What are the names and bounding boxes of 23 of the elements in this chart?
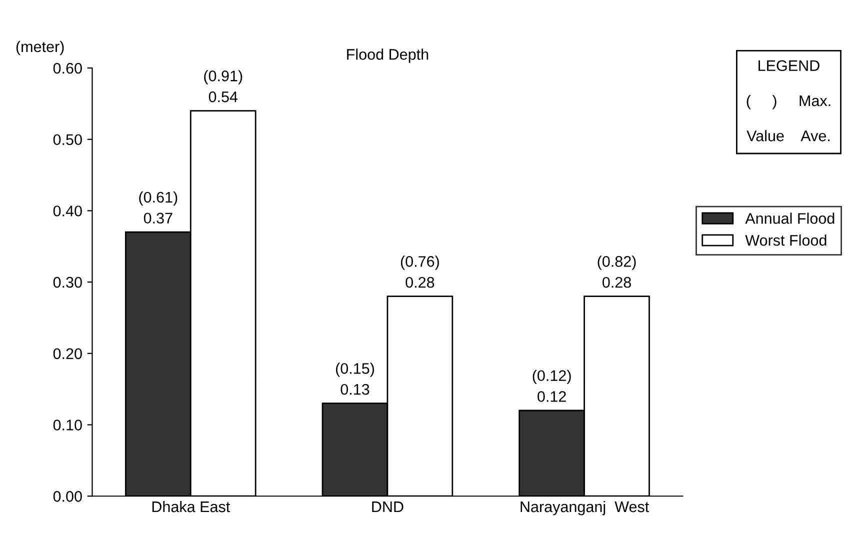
y-tick-label: 0.10 <box>53 420 82 430</box>
y-tick-label: 0.20 <box>53 348 82 360</box>
y-axis-title: (meter) <box>16 40 64 56</box>
x-tick-label: Narayanganj West <box>520 500 650 516</box>
data-label: (0.12) 0.12 <box>532 370 571 402</box>
y-tick-label: 0.40 <box>53 206 82 216</box>
data-label: (0.82) 0.28 <box>598 256 636 288</box>
text: Value Ave. <box>746 130 830 142</box>
y-tick-label: 0.30 <box>53 276 82 288</box>
legend-label: Worst Flood <box>745 234 826 246</box>
text: LEGEND <box>758 60 820 72</box>
x-tick-label: DND <box>372 502 404 512</box>
y-tick-label: 0.50 <box>53 134 82 146</box>
text: ( ) Max. <box>746 94 830 110</box>
legend-label: Annual Flood <box>745 212 834 224</box>
y-tick-label: 0.60 <box>53 62 82 74</box>
data-label: (0.91) 0.54 <box>204 70 242 102</box>
x-tick-label: Dhaka East <box>152 500 230 512</box>
data-label: (0.15) 0.13 <box>336 362 374 395</box>
chart-title: Flood Depth <box>347 48 428 63</box>
data-label: (0.76) 0.28 <box>400 256 439 288</box>
y-tick-label: 0.00 <box>53 490 82 502</box>
data-label: (0.61) 0.37 <box>139 191 178 224</box>
